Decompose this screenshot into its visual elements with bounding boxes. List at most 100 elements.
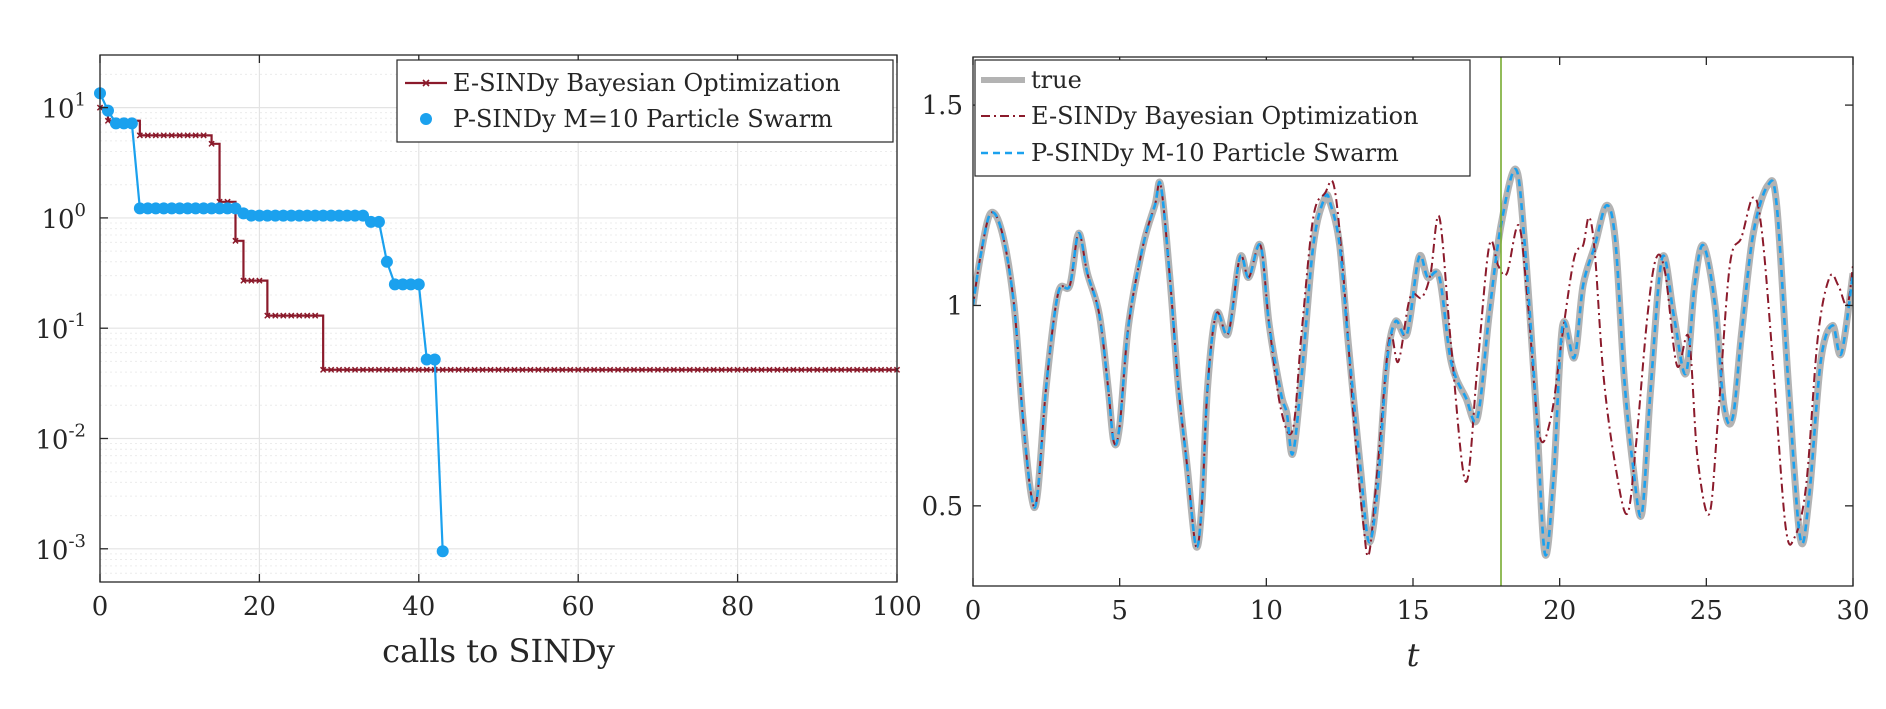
marker-esindy — [726, 366, 733, 373]
x-tick-label: 20 — [1543, 596, 1576, 626]
marker-esindy — [447, 366, 454, 373]
marker-esindy — [399, 366, 406, 373]
marker-esindy — [200, 132, 207, 139]
y-tick-exponent: -2 — [68, 421, 86, 442]
marker-esindy — [288, 312, 295, 319]
marker-esindy — [160, 132, 167, 139]
marker-esindy — [758, 366, 765, 373]
x-tick-label: 0 — [92, 592, 109, 622]
x-tick-label: 80 — [721, 592, 754, 622]
y-tick-base: 10 — [41, 205, 74, 235]
legend-marker-psindy — [420, 113, 432, 125]
marker-esindy — [559, 366, 566, 373]
y-tick-label: 100 — [41, 200, 86, 235]
legend-label-esindy: E-SINDy Bayesian Optimization — [453, 69, 841, 97]
marker-esindy — [471, 366, 478, 373]
marker-esindy — [846, 366, 853, 373]
marker-esindy — [742, 366, 749, 373]
marker-esindy — [192, 132, 199, 139]
marker-esindy — [646, 366, 654, 373]
marker-esindy — [654, 366, 662, 373]
legend-label-true: true — [1031, 66, 1082, 94]
marker-psindy — [412, 278, 425, 291]
marker-esindy — [104, 117, 112, 124]
marker-esindy — [869, 366, 877, 373]
y-tick-base: 10 — [35, 315, 68, 345]
marker-esindy — [710, 366, 717, 373]
marker-esindy — [455, 366, 462, 373]
marker-esindy — [463, 366, 470, 373]
legend-marker-esindy — [422, 79, 430, 87]
marker-esindy — [670, 366, 677, 373]
marker-esindy — [814, 366, 821, 373]
marker-esindy — [256, 277, 263, 284]
marker-esindy — [272, 312, 279, 319]
marker-esindy — [630, 366, 638, 373]
marker-esindy — [391, 366, 399, 373]
marker-esindy — [320, 366, 327, 373]
marker-esindy — [782, 366, 789, 373]
series-line-esindy — [100, 106, 897, 371]
legend-box — [396, 59, 894, 143]
marker-esindy — [798, 366, 805, 373]
y-tick-label: 10-2 — [35, 421, 86, 456]
marker-esindy — [439, 366, 446, 373]
marker-esindy — [614, 366, 622, 373]
x-tick-label: 30 — [1836, 596, 1869, 626]
marker-esindy — [375, 366, 383, 373]
x-tick-label: 20 — [243, 592, 276, 622]
legend-box — [974, 59, 1471, 177]
y-tick-label: 1 — [946, 291, 963, 321]
marker-esindy — [702, 366, 709, 373]
marker-esindy — [718, 366, 725, 373]
marker-esindy — [296, 312, 303, 319]
marker-esindy — [606, 366, 614, 373]
y-tick-exponent: 0 — [75, 200, 86, 221]
marker-esindy — [208, 140, 215, 147]
marker-esindy — [264, 312, 271, 319]
marker-esindy — [861, 366, 869, 373]
x-tick-label: 40 — [402, 592, 435, 622]
marker-esindy — [790, 366, 797, 373]
marker-esindy — [838, 366, 845, 373]
marker-esindy — [750, 366, 757, 373]
marker-esindy — [527, 366, 534, 373]
panel-trajectory: 0 5 10 15 20 25 30 0.5 1 1.5 t true E-SINDy Bayesian… — [922, 56, 1870, 674]
marker-esindy — [598, 366, 606, 373]
marker-esindy — [136, 132, 143, 139]
x-axis-label: t — [1407, 636, 1420, 674]
y-tick-exponent: 1 — [75, 90, 86, 111]
y-tick-base: 10 — [41, 95, 74, 125]
marker-esindy — [622, 366, 630, 373]
marker-esindy — [495, 366, 502, 373]
series-line-psindy — [973, 167, 1853, 557]
marker-esindy — [312, 312, 319, 319]
y-tick-label: 10-1 — [35, 310, 86, 345]
x-tick-label: 25 — [1690, 596, 1723, 626]
x-tick-label: 5 — [1111, 596, 1128, 626]
marker-psindy — [372, 215, 385, 228]
marker-esindy — [774, 366, 781, 373]
x-tick-label: 15 — [1396, 596, 1429, 626]
marker-esindy — [327, 366, 335, 373]
marker-esindy — [877, 366, 885, 373]
marker-esindy — [176, 132, 183, 139]
marker-esindy — [343, 366, 351, 373]
axes-box — [99, 54, 898, 583]
y-tick-exponent: -1 — [68, 310, 86, 331]
marker-esindy — [885, 366, 893, 373]
marker-psindy — [428, 353, 441, 366]
marker-esindy — [144, 132, 151, 139]
marker-esindy — [734, 366, 741, 373]
y-tick-label: 101 — [41, 90, 86, 125]
marker-esindy — [535, 366, 542, 373]
legend-label-esindy: E-SINDy Bayesian Optimization — [1031, 102, 1419, 130]
marker-esindy — [503, 366, 510, 373]
plot-area — [973, 57, 1853, 586]
marker-psindy — [125, 117, 138, 130]
marker-esindy — [423, 366, 430, 373]
marker-esindy — [519, 366, 526, 373]
marker-psindy — [101, 104, 114, 117]
